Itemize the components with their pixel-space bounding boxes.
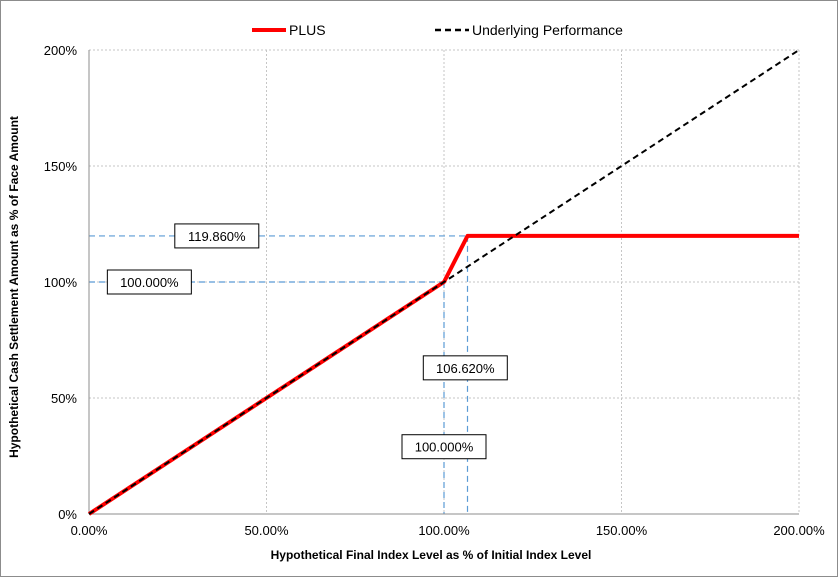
y-tick-label: 0%: [58, 507, 77, 522]
legend-label: Underlying Performance: [472, 22, 623, 38]
y-tick-label: 50%: [51, 391, 77, 406]
x-tick-label: 150.00%: [596, 523, 648, 538]
y-tick-label: 200%: [44, 43, 78, 58]
legend: PLUS Underlying Performance: [252, 22, 623, 38]
callout-frame: [401, 434, 487, 460]
callout-label: 119.860%: [188, 229, 246, 244]
callout-box: 100.000%: [106, 269, 192, 295]
axes: 0.00% 50.00% 100.00% 150.00% 200.00% 0% 50% 100…: [44, 43, 825, 538]
reference-lines: [89, 235, 469, 514]
y-tick-label: 100%: [44, 275, 78, 290]
callout-box: 100.000%: [401, 434, 487, 460]
callout-box: 119.860%: [174, 223, 260, 249]
x-tick-label: 200.00%: [773, 523, 825, 538]
legend-item: Underlying Performance: [435, 22, 623, 38]
x-tick-label: 100.00%: [418, 523, 470, 538]
callout-label: 106.620%: [436, 361, 495, 376]
x-axis-title: Hypothetical Final Index Level as % of I…: [271, 548, 592, 562]
callout-frame: [174, 223, 260, 249]
callout-label: 100.000%: [415, 440, 474, 455]
callout-box: 106.620%: [422, 355, 508, 381]
x-tick-label: 0.00%: [71, 523, 108, 538]
callout-frame: [422, 355, 508, 381]
callout-frame: [106, 269, 192, 295]
value-callouts: 119.860% 100.000% 106.620% 100.000%: [106, 223, 508, 460]
series-lines: [87, 49, 800, 516]
y-tick-label: 150%: [44, 159, 78, 174]
legend-label: PLUS: [289, 22, 326, 38]
x-tick-label: 50.00%: [244, 523, 289, 538]
callout-label: 100.000%: [120, 275, 179, 290]
y-axis-title: Hypothetical Cash Settlement Amount as %…: [7, 116, 21, 458]
series-line-underlying-performance: [88, 49, 800, 515]
legend-item: PLUS: [252, 22, 326, 38]
